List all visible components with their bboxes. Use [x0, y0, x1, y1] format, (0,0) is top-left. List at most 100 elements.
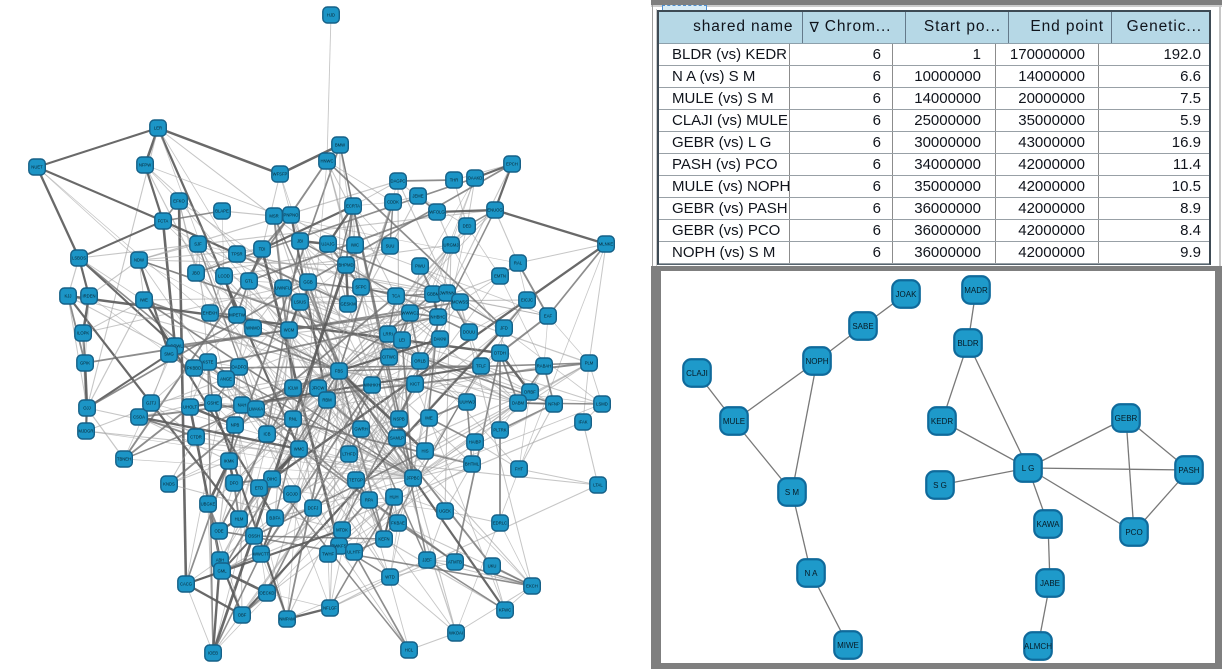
svg-text:HIS: HIS: [422, 449, 429, 454]
svg-text:SJF: SJF: [194, 242, 202, 247]
svg-text:RNL: RNL: [289, 417, 298, 422]
svg-text:JABE: JABE: [1040, 579, 1060, 588]
svg-text:EFKO: EFKO: [173, 199, 185, 204]
svg-text:NFPW: NFPW: [139, 163, 151, 168]
svg-text:KICT: KICT: [410, 382, 420, 387]
svg-text:DED: DED: [463, 224, 472, 229]
svg-text:PLTRK: PLTRK: [493, 428, 506, 433]
svg-text:NMPAM: NMPAM: [279, 617, 295, 622]
svg-text:HJD: HJD: [327, 13, 335, 18]
svg-text:LSMD: LSMD: [596, 402, 608, 407]
svg-text:UKU: UKU: [488, 564, 497, 569]
svg-text:THR: THR: [450, 178, 459, 183]
svg-text:PASH: PASH: [1178, 466, 1199, 475]
svg-text:HNWC: HNWC: [320, 159, 333, 164]
svg-text:EICJC: EICJC: [521, 298, 533, 303]
svg-text:PCO: PCO: [1125, 528, 1142, 537]
svg-text:ICB: ICB: [264, 432, 271, 437]
svg-text:GSHE: GSHE: [207, 401, 219, 406]
svg-text:IWE: IWE: [140, 298, 148, 303]
svg-text:WWCTT: WWCTT: [253, 552, 269, 557]
svg-text:ENUOG: ENUOG: [487, 208, 502, 213]
svg-text:FHT: FHT: [515, 467, 524, 472]
svg-text:TETGP: TETGP: [349, 478, 363, 483]
svg-text:HLM: HLM: [235, 517, 244, 522]
svg-text:EHEKH: EHEKH: [203, 311, 217, 316]
svg-text:FKBAE: FKBAE: [391, 521, 405, 526]
svg-text:WWWCJ: WWWCJ: [402, 311, 419, 316]
svg-text:OIHC: OIHC: [267, 477, 277, 482]
svg-text:NOPH: NOPH: [805, 357, 828, 366]
svg-text:NPB: NPB: [231, 423, 240, 428]
svg-text:WFSFP: WFSFP: [273, 172, 288, 177]
svg-text:IKMK: IKMK: [224, 459, 234, 464]
svg-text:RAL: RAL: [514, 261, 523, 266]
svg-text:GTL: GTL: [245, 279, 254, 284]
svg-text:KEDR: KEDR: [931, 417, 953, 426]
svg-text:BHPMD: BHPMD: [338, 263, 353, 268]
svg-text:BLAPE: BLAPE: [215, 209, 229, 214]
svg-text:BHTML: BHTML: [465, 462, 480, 467]
svg-text:LEI: LEI: [399, 338, 405, 343]
svg-text:SABE: SABE: [852, 322, 873, 331]
svg-text:KJJ: KJJ: [65, 294, 72, 299]
svg-text:SMG: SMG: [164, 352, 174, 357]
svg-text:OJJ: OJJ: [83, 406, 90, 411]
svg-text:PKBBD: PKBBD: [187, 366, 201, 371]
svg-text:KFWC: KFWC: [499, 608, 511, 613]
svg-text:GOJO: GOJO: [286, 492, 299, 497]
svg-text:WMC: WMC: [294, 447, 304, 452]
svg-text:CACG: CACG: [180, 582, 192, 587]
svg-text:PNPNO: PNPNO: [284, 213, 300, 218]
svg-text:GESKM: GESKM: [340, 302, 356, 307]
svg-text:UUHWJ: UUHWJ: [459, 400, 474, 405]
svg-text:JOAK: JOAK: [896, 290, 918, 299]
svg-text:ECRTA: ECRTA: [346, 204, 360, 209]
svg-text:UHOLT: UHOLT: [183, 405, 197, 410]
svg-text:MJDGR: MJDGR: [79, 429, 94, 434]
svg-text:CSOA: CSOA: [133, 415, 145, 420]
svg-text:S G: S G: [933, 481, 947, 490]
svg-text:JEME: JEME: [412, 194, 423, 199]
svg-text:JWRNN: JWRNN: [439, 291, 454, 296]
svg-text:TDI: TDI: [259, 247, 266, 252]
svg-text:PWKFS: PWKFS: [332, 544, 347, 549]
svg-text:CLAJI: CLAJI: [686, 369, 708, 378]
svg-text:GWRH: GWRH: [354, 427, 367, 432]
svg-text:HAIBP: HAIBP: [469, 440, 482, 445]
svg-text:ILOPK: ILOPK: [77, 331, 90, 336]
svg-text:KSTE: KSTE: [203, 360, 214, 365]
svg-text:GEBR: GEBR: [1115, 414, 1138, 423]
svg-text:ATMTB: ATMTB: [448, 560, 462, 565]
svg-text:MIWE: MIWE: [837, 641, 859, 650]
svg-text:WFOLG: WFOLG: [429, 210, 444, 215]
svg-text:LRRI: LRRI: [383, 332, 393, 337]
svg-text:EMTN: EMTN: [494, 274, 506, 279]
svg-text:GBBM: GBBM: [427, 292, 440, 297]
svg-text:SUU: SUU: [386, 244, 395, 249]
svg-text:EPCH: EPCH: [506, 162, 518, 167]
svg-text:FBS: FBS: [335, 369, 343, 374]
svg-text:FCTA: FCTA: [158, 219, 169, 224]
svg-text:IME: IME: [425, 416, 433, 421]
svg-text:NFNP: NFNP: [548, 402, 560, 407]
svg-text:HUH: HUH: [389, 495, 398, 500]
svg-text:DFO: DFO: [230, 481, 240, 486]
svg-text:TFLF: TFLF: [476, 364, 486, 369]
svg-text:LSIUS: LSIUS: [294, 300, 306, 305]
svg-text:JFD: JFD: [500, 326, 508, 331]
svg-text:MSR: MSR: [269, 214, 278, 219]
svg-text:MCWSS: MCWSS: [452, 300, 468, 305]
svg-text:JJEF: JJEF: [422, 558, 432, 563]
svg-text:ALMCH: ALMCH: [1024, 642, 1052, 651]
svg-text:BMW: BMW: [335, 143, 345, 148]
svg-text:ODE: ODE: [214, 529, 223, 534]
svg-text:UBGKE: UBGKE: [201, 502, 216, 507]
svg-text:TWHF: TWHF: [322, 552, 335, 557]
svg-text:OADFO: OADFO: [232, 365, 248, 370]
svg-text:L G: L G: [1022, 464, 1035, 473]
svg-text:DABM: DABM: [512, 401, 525, 406]
svg-text:TCA: TCA: [392, 294, 401, 299]
svg-text:LWAKA: LWAKA: [249, 407, 263, 412]
svg-text:GGB: GGB: [303, 280, 313, 285]
